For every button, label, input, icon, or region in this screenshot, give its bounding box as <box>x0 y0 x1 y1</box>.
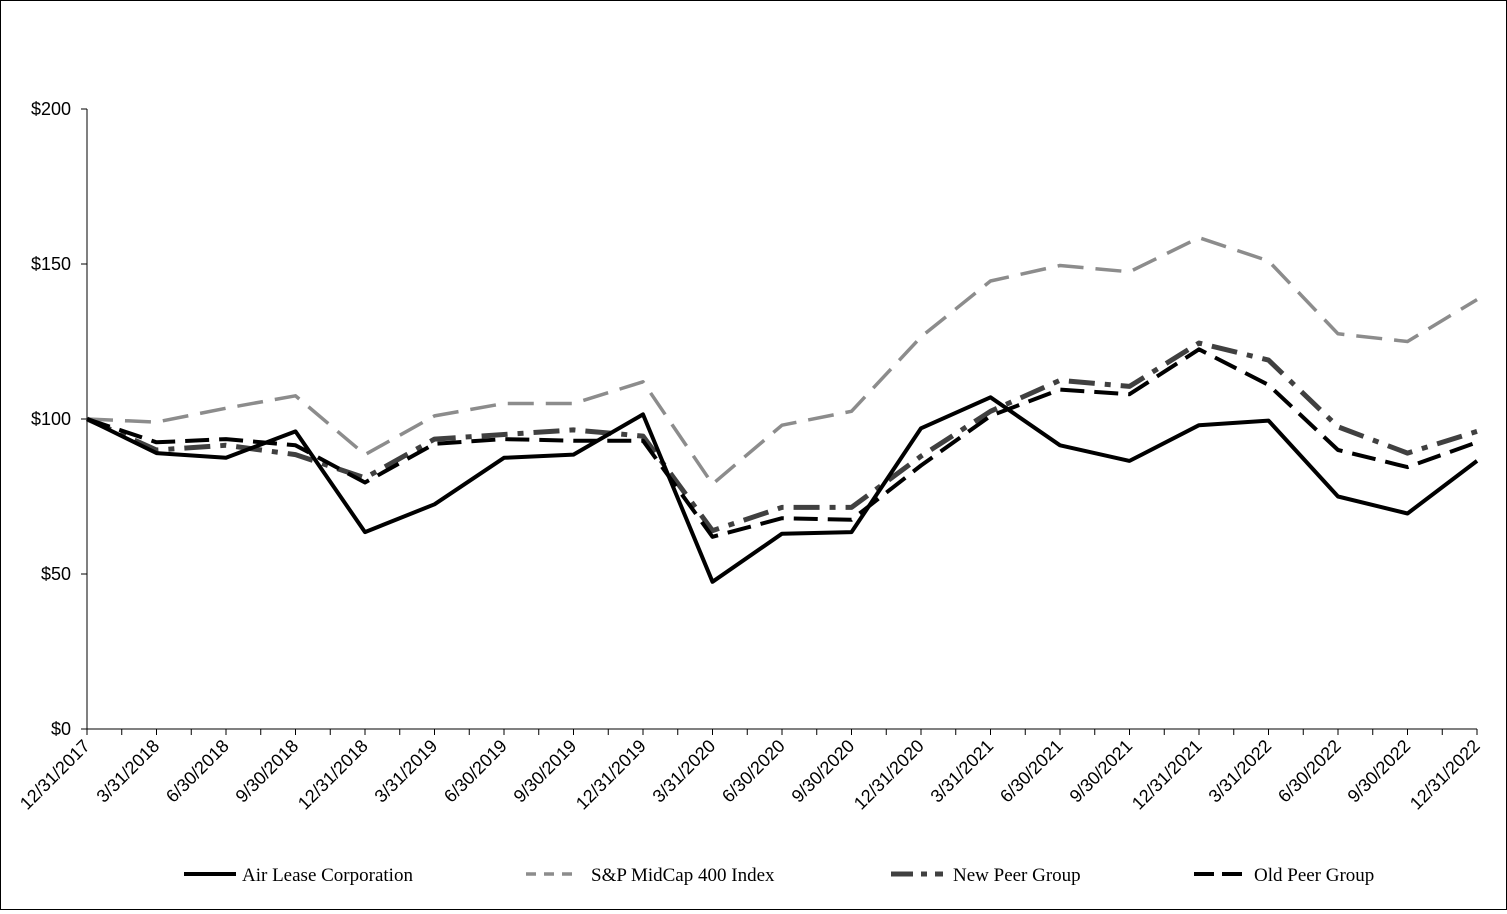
x-tick-label: 9/30/2018 <box>232 736 303 807</box>
y-tick-label: $50 <box>41 564 71 584</box>
x-tick-label: 6/30/2020 <box>718 736 789 807</box>
x-tick-label: 6/30/2019 <box>440 736 511 807</box>
x-tick-label: 12/31/2018 <box>294 736 372 814</box>
x-tick-label: 12/31/2021 <box>1128 736 1206 814</box>
legend-label: Old Peer Group <box>1254 865 1374 886</box>
x-tick-label: 12/31/2017 <box>16 736 94 814</box>
x-tick-label: 6/30/2021 <box>996 736 1067 807</box>
x-tick-label: 12/31/2020 <box>850 736 928 814</box>
y-tick-label: $100 <box>31 409 71 429</box>
y-tick-label: $200 <box>31 99 71 119</box>
legend-label: Air Lease Corporation <box>242 865 413 886</box>
x-tick-label: 3/31/2022 <box>1205 736 1276 807</box>
legend-label: New Peer Group <box>953 865 1081 886</box>
x-tick-label: 3/31/2020 <box>649 736 720 807</box>
series-line <box>86 235 1478 486</box>
series-line <box>86 395 1479 584</box>
x-tick-label: 9/30/2019 <box>510 736 581 807</box>
series-line <box>86 347 1478 539</box>
x-tick-label: 9/30/2022 <box>1344 736 1415 807</box>
x-tick-label: 9/30/2021 <box>1066 736 1137 807</box>
x-tick-label: 3/31/2018 <box>93 736 164 807</box>
legend: Air Lease Corporation S&P MidCap 400 Inde… <box>184 865 1374 886</box>
legend-label: S&P MidCap 400 Index <box>591 865 775 886</box>
x-tick-label: 3/31/2021 <box>927 736 998 807</box>
y-tick-label: $0 <box>51 719 71 739</box>
x-tick-label: 12/31/2019 <box>572 736 650 814</box>
x-tick-label: 9/30/2020 <box>788 736 859 807</box>
x-tick-label: 3/31/2019 <box>371 736 442 807</box>
y-tick-label: $150 <box>31 254 71 274</box>
series-line <box>85 340 1478 534</box>
x-tick-label: 6/30/2022 <box>1274 736 1345 807</box>
x-tick-label: 6/30/2018 <box>162 736 233 807</box>
x-tick-label: 12/31/2022 <box>1406 736 1484 814</box>
series-lines <box>85 235 1479 584</box>
axes: $0$50$100$150$20012/31/20173/31/20186/30… <box>16 99 1484 814</box>
